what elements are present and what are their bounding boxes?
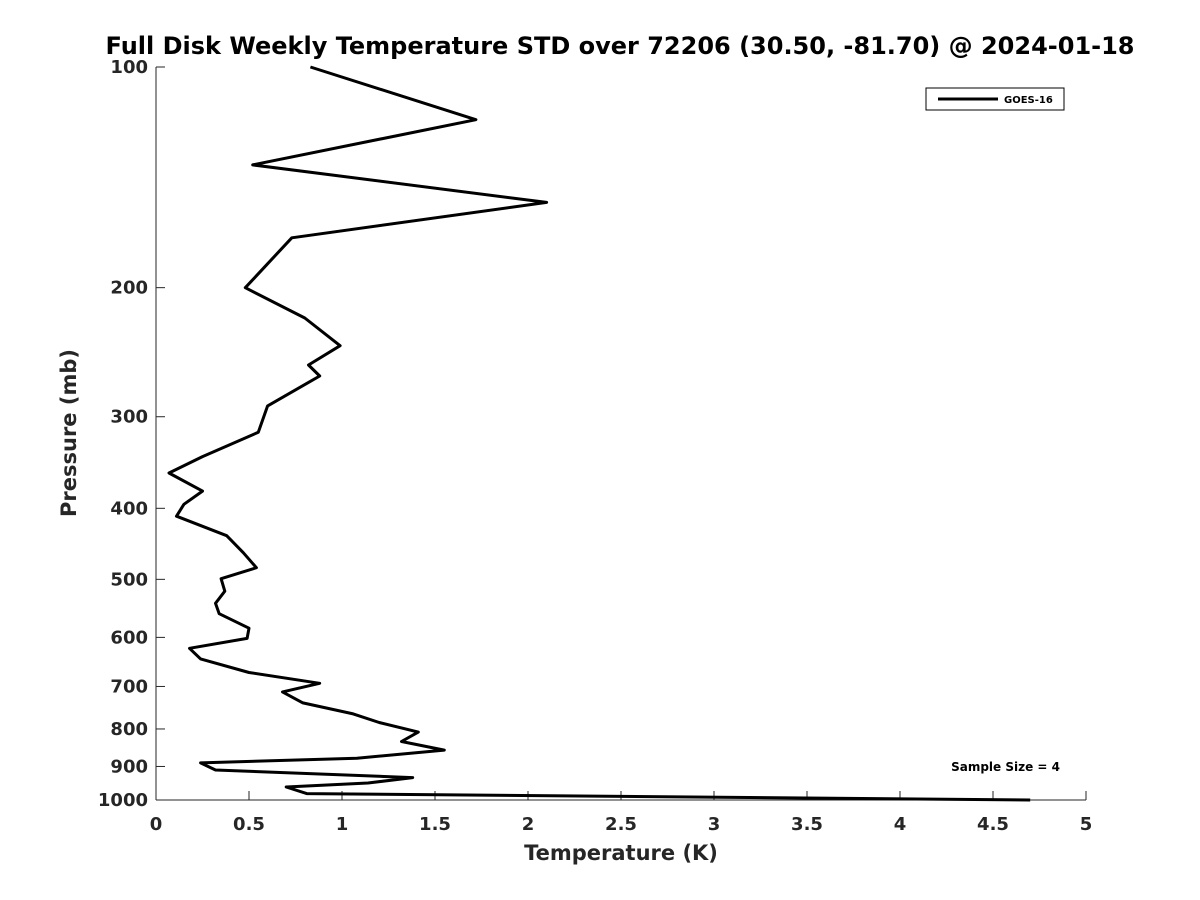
- y-tick-label: 100: [110, 57, 148, 78]
- x-tick-label: 2.5: [605, 814, 637, 835]
- y-tick-label: 1000: [98, 790, 148, 811]
- y-axis: 100 200 300 400 500 600 700 800 900 1000: [98, 57, 165, 811]
- x-tick-label: 4: [894, 814, 907, 835]
- legend-entry-goes-16: GOES-16: [1004, 95, 1053, 106]
- x-tick-label: 0: [150, 814, 163, 835]
- x-tick-label: 1.5: [419, 814, 451, 835]
- x-tick-label: 5: [1080, 814, 1093, 835]
- y-tick-label: 200: [110, 278, 148, 299]
- x-tick-label: 4.5: [977, 814, 1009, 835]
- series-line-goes-16: [167, 65, 1031, 802]
- y-tick-label: 300: [110, 407, 148, 428]
- y-tick-label: 700: [110, 676, 148, 697]
- plot-area: [156, 67, 1086, 800]
- y-tick-label: 800: [110, 719, 148, 740]
- x-tick-label: 3: [708, 814, 721, 835]
- x-tick-label: 2: [522, 814, 535, 835]
- y-tick-label: 400: [110, 498, 148, 519]
- x-tick-label: 3.5: [791, 814, 823, 835]
- x-axis-label: Temperature (K): [524, 841, 718, 865]
- y-tick-label: 900: [110, 756, 148, 777]
- y-axis-label: Pressure (mb): [57, 349, 81, 517]
- x-tick-label: 1: [336, 814, 349, 835]
- sample-size-annotation: Sample Size = 4: [951, 760, 1060, 774]
- legend: GOES-16: [925, 87, 1065, 111]
- y-tick-label: 600: [110, 627, 148, 648]
- x-tick-label: 0.5: [233, 814, 265, 835]
- y-tick-label: 500: [110, 569, 148, 590]
- chart-title: Full Disk Weekly Temperature STD over 72…: [106, 32, 1135, 60]
